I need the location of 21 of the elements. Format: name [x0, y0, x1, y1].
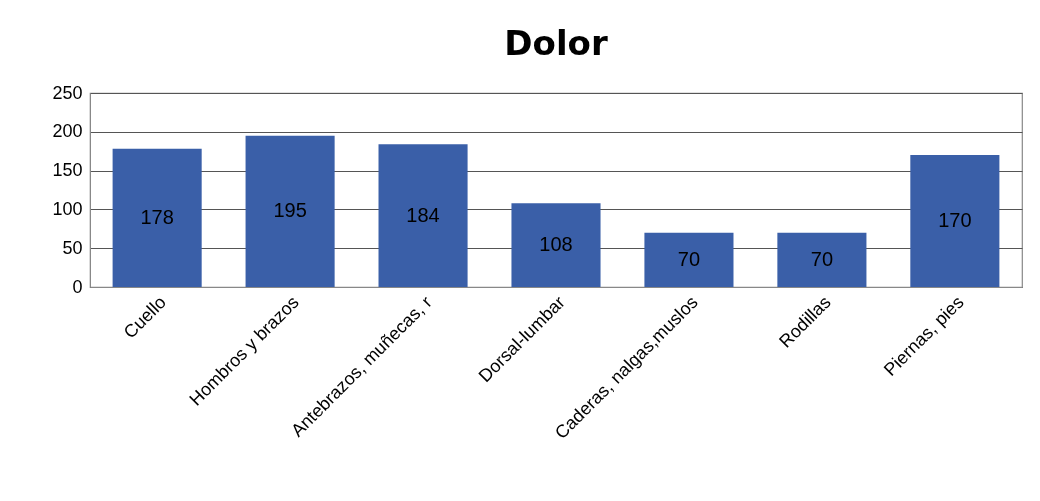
data-label: 170: [938, 209, 972, 232]
data-label: 70: [810, 247, 834, 270]
y-tick-label: 250: [52, 82, 83, 103]
chart-title: Dolor: [504, 23, 608, 63]
bar: [112, 148, 202, 287]
bar: [378, 144, 468, 287]
data-label: 70: [677, 247, 701, 270]
bar: [245, 135, 335, 287]
data-label: 184: [406, 203, 440, 226]
data-label: 178: [140, 205, 174, 228]
y-tick-label: 100: [52, 198, 83, 219]
data-label: 195: [273, 199, 307, 222]
y-tick-label: 50: [62, 237, 83, 258]
bar: [910, 155, 1000, 287]
bar: [777, 232, 867, 287]
y-tick-label: 200: [52, 121, 83, 142]
y-tick-label: 150: [52, 160, 83, 181]
y-tick-label: 0: [72, 276, 83, 297]
data-label: 108: [539, 233, 573, 256]
bar: [644, 232, 734, 287]
bar: [511, 203, 601, 287]
